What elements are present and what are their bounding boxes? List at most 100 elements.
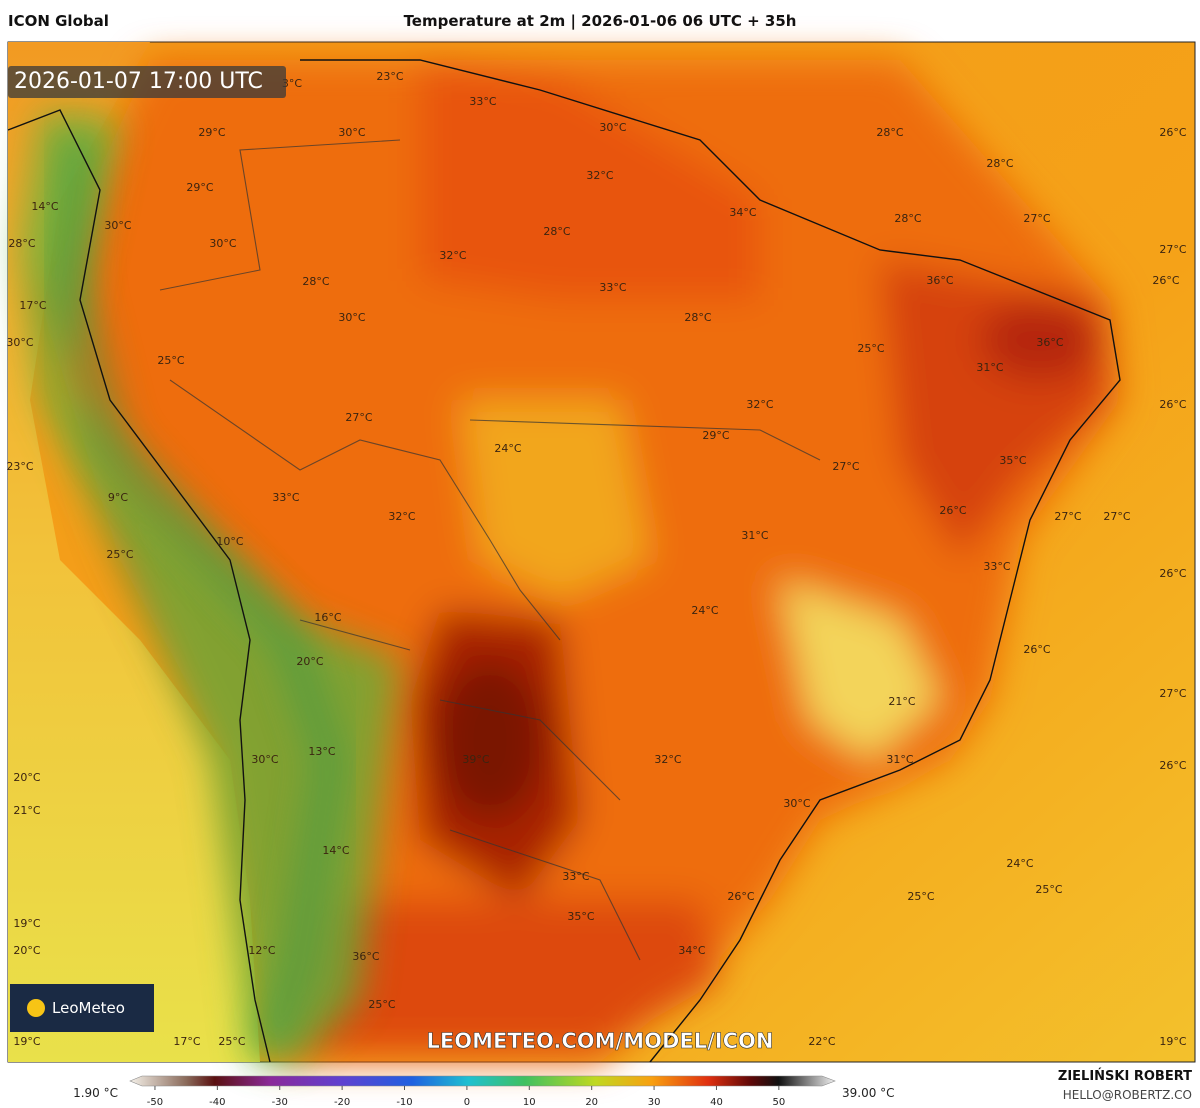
temperature-label: 34°C — [729, 206, 756, 219]
temperature-label: 21°C — [888, 695, 915, 708]
temperature-label: 31°C — [976, 361, 1003, 374]
temperature-label: 30°C — [338, 311, 365, 324]
temperature-label: 20°C — [13, 944, 40, 957]
temperature-label: 34°C — [678, 944, 705, 957]
temperature-label: 9°C — [108, 491, 128, 504]
temperature-label: 28°C — [986, 157, 1013, 170]
temperature-label: 30°C — [783, 797, 810, 810]
temperature-label: 26°C — [1023, 643, 1050, 656]
author-email: HELLO@ROBERTZ.CO — [1063, 1088, 1192, 1102]
temperature-label: 3°C — [282, 77, 302, 90]
temperature-label: 25°C — [907, 890, 934, 903]
temperature-label: 27°C — [1103, 510, 1130, 523]
temperature-label: 16°C — [314, 611, 341, 624]
temperature-label: 30°C — [251, 753, 278, 766]
colorbar-tick-label: 10 — [523, 1097, 536, 1108]
temperature-label: 14°C — [31, 200, 58, 213]
temperature-label: 24°C — [1006, 857, 1033, 870]
temperature-label: 29°C — [198, 126, 225, 139]
temperature-label: 27°C — [1023, 212, 1050, 225]
temperature-label: 29°C — [186, 181, 213, 194]
temperature-label: 33°C — [562, 870, 589, 883]
model-name: ICON Global — [8, 12, 109, 30]
temperature-label: 32°C — [388, 510, 415, 523]
temperature-label: 26°C — [1159, 126, 1186, 139]
temperature-label: 12°C — [248, 944, 275, 957]
temperature-label: 26°C — [1159, 759, 1186, 772]
temperature-label: 14°C — [322, 844, 349, 857]
temperature-label: 25°C — [106, 548, 133, 561]
temperature-label: 33°C — [983, 560, 1010, 573]
temperature-label: 32°C — [586, 169, 613, 182]
temperature-label: 30°C — [104, 219, 131, 232]
temperature-label: 22°C — [808, 1035, 835, 1048]
temperature-label: 31°C — [741, 529, 768, 542]
temperature-label: 32°C — [654, 753, 681, 766]
temperature-label: 35°C — [999, 454, 1026, 467]
temperature-label: 26°C — [1159, 398, 1186, 411]
author-name: ZIELIŃSKI ROBERT — [1058, 1068, 1192, 1084]
temperature-label: 24°C — [691, 604, 718, 617]
temperature-label: 17°C — [173, 1035, 200, 1048]
temperature-label: 31°C — [886, 753, 913, 766]
watermark: LEOMETEO.COM/MODEL/ICON — [427, 1029, 774, 1053]
temperature-label: 17°C — [19, 299, 46, 312]
temperature-label: 28°C — [8, 237, 35, 250]
temperature-label: 27°C — [1159, 243, 1186, 256]
temperature-label: 30°C — [338, 126, 365, 139]
colorbar-tick-label: -20 — [334, 1097, 350, 1108]
temperature-label: 33°C — [599, 281, 626, 294]
temperature-label: 36°C — [926, 274, 953, 287]
temperature-label: 25°C — [157, 354, 184, 367]
temperature-label: 19°C — [13, 917, 40, 930]
temperature-label: 30°C — [599, 121, 626, 134]
map-title: Temperature at 2m | 2026-01-06 06 UTC + … — [404, 12, 797, 31]
temperature-label: 27°C — [345, 411, 372, 424]
temperature-label: 28°C — [302, 275, 329, 288]
temperature-label: 39°C — [462, 753, 489, 766]
temperature-label: 23°C — [376, 70, 403, 83]
temperature-label: 27°C — [1159, 687, 1186, 700]
temperature-label: 19°C — [1159, 1035, 1186, 1048]
temperature-label: 13°C — [308, 745, 335, 758]
colorbar — [129, 1075, 836, 1087]
temperature-label: 32°C — [746, 398, 773, 411]
temperature-label: 26°C — [727, 890, 754, 903]
timestamp-box — [8, 66, 286, 98]
temperature-label: 19°C — [13, 1035, 40, 1048]
temperature-label: 25°C — [368, 998, 395, 1011]
colorbar-tick-label: -10 — [396, 1097, 412, 1108]
colorbar-tick-label: 40 — [710, 1097, 723, 1108]
temperature-label: 33°C — [469, 95, 496, 108]
timestamp: 2026-01-07 17:00 UTC — [14, 69, 263, 94]
temperature-label: 36°C — [352, 950, 379, 963]
temperature-label: 23°C — [6, 460, 33, 473]
temperature-label: 21°C — [13, 804, 40, 817]
temperature-label: 24°C — [494, 442, 521, 455]
temperature-label: 20°C — [296, 655, 323, 668]
temperature-label: 26°C — [1152, 274, 1179, 287]
temperature-label: 25°C — [857, 342, 884, 355]
temperature-label: 25°C — [218, 1035, 245, 1048]
colorbar-tick-label: 20 — [585, 1097, 598, 1108]
colorbar-tick-label: -40 — [209, 1097, 225, 1108]
temperature-label: 27°C — [1054, 510, 1081, 523]
temperature-label: 32°C — [439, 249, 466, 262]
temperature-label: 26°C — [939, 504, 966, 517]
temperature-label: 28°C — [684, 311, 711, 324]
colorbar-tick-label: 30 — [648, 1097, 661, 1108]
temperature-label: 28°C — [894, 212, 921, 225]
colorbar-tick-label: -50 — [147, 1097, 163, 1108]
colorbar-tick-label: -30 — [272, 1097, 288, 1108]
map — [7, 41, 1196, 1063]
colorbar-max: 39.00 °C — [842, 1086, 895, 1100]
temperature-label: 27°C — [832, 460, 859, 473]
temperature-label: 25°C — [1035, 883, 1062, 896]
temperature-label: 35°C — [567, 910, 594, 923]
temperature-label: 10°C — [216, 535, 243, 548]
temperature-label: 36°C — [1036, 336, 1063, 349]
colorbar-tick-label: 50 — [772, 1097, 785, 1108]
temperature-label: 30°C — [6, 336, 33, 349]
temperature-label: 28°C — [876, 126, 903, 139]
